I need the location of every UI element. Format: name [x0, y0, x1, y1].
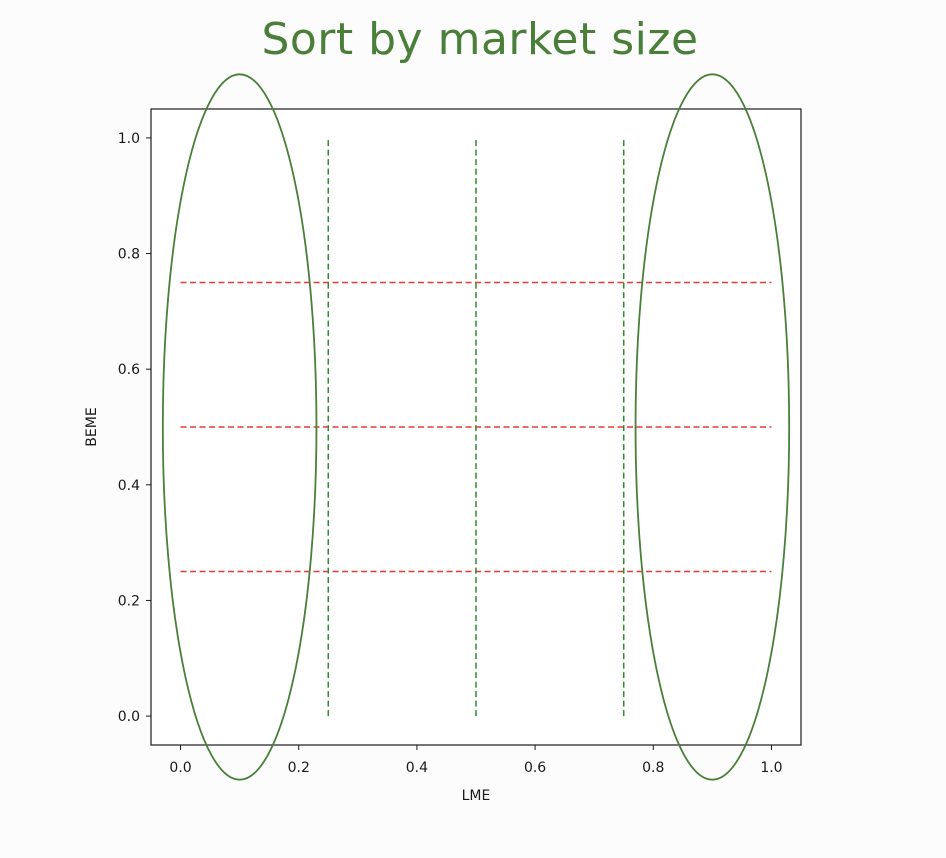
y-axis-label: BEME [84, 407, 100, 446]
y-tick-label: 0.4 [118, 478, 140, 494]
x-tick-label: 1.0 [760, 760, 782, 776]
x-tick-label: 0.8 [642, 760, 664, 776]
y-tick-label: 0.0 [118, 709, 140, 725]
y-tick-label: 0.6 [118, 362, 140, 378]
highlight-ellipse [161, 73, 318, 781]
x-axis-label: LME [462, 788, 491, 804]
x-tick-label: 0.0 [169, 760, 191, 776]
x-tick-label: 0.6 [524, 760, 546, 776]
x-tick-label: 0.4 [406, 760, 428, 776]
y-tick-label: 1.0 [118, 131, 140, 147]
chart-title: Sort by market size [261, 14, 699, 65]
plot-area: 0.0 0.2 0.4 0.6 0.8 1.0 0.0 0.2 0.4 0.6 0.8 1.0 [118, 73, 802, 781]
x-tick-label: 0.2 [288, 760, 310, 776]
highlight-ellipse [634, 73, 791, 781]
y-tick-label: 0.8 [118, 247, 140, 263]
y-tick-label: 0.2 [118, 593, 140, 609]
